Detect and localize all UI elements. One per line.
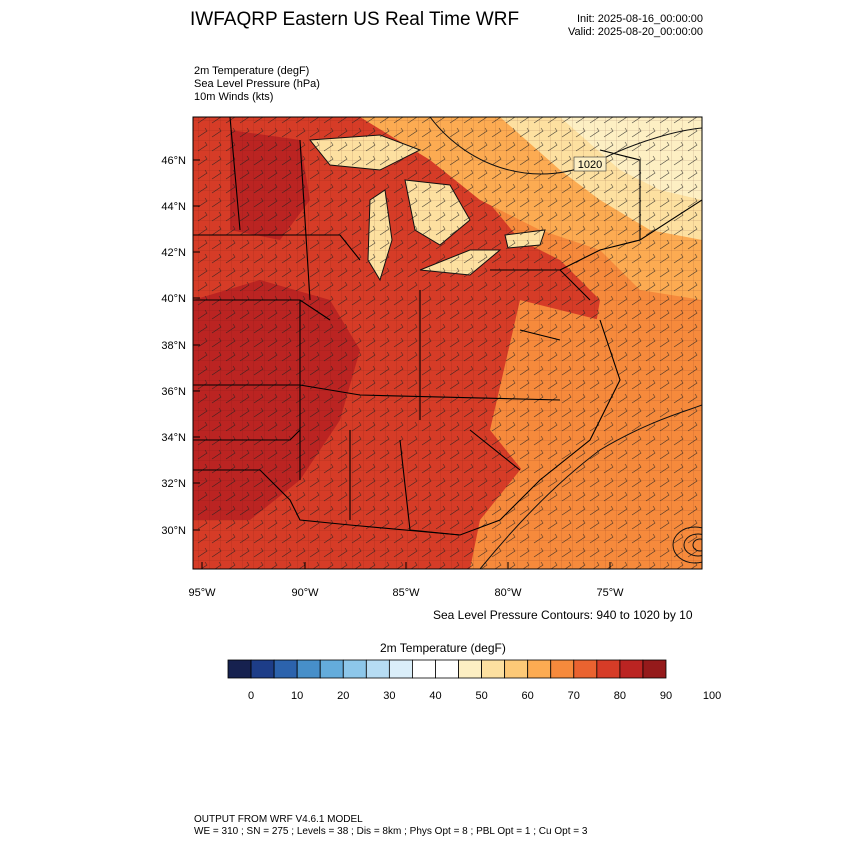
contour-note: Sea Level Pressure Contours: 940 to 1020… [433, 608, 693, 622]
longitude-axis: 95°W 90°W 85°W 80°W 75°W [188, 562, 624, 599]
colorbar-swatch [596, 659, 621, 679]
lat-label: 44°N [161, 201, 186, 213]
colorbar-swatch [365, 659, 390, 679]
colorbar-swatch [527, 659, 552, 679]
field-winds: 10m Winds (kts) [194, 91, 274, 103]
lat-label: 46°N [161, 155, 186, 167]
colorbar-swatch [412, 659, 436, 679]
lon-label: 90°W [291, 587, 319, 599]
map-frame [192, 116, 703, 570]
lon-label: 95°W [188, 587, 216, 599]
field-temperature: 2m Temperature (degF) [194, 65, 310, 77]
colorbar-tick-label: 10 [291, 690, 304, 702]
colorbar-tick-label: 70 [567, 690, 580, 702]
colorbar-tick-label: 90 [659, 690, 673, 702]
lat-label: 36°N [161, 386, 186, 398]
colorbar-swatch [504, 659, 529, 679]
colorbar-tick-label: 30 [383, 690, 396, 702]
lat-label: 42°N [161, 247, 186, 259]
colorbar-swatch [619, 659, 644, 679]
colorbar-tick-label: 50 [475, 690, 488, 702]
colorbar [227, 659, 667, 679]
pressure-contour-label: 1020 [578, 159, 602, 171]
map-panel [193, 117, 702, 569]
state-borders [193, 117, 702, 536]
colorbar-swatch [550, 659, 575, 679]
colorbar-swatch [481, 659, 506, 679]
colorbar-swatch [642, 659, 667, 679]
colorbar-swatch [319, 659, 344, 679]
colorbar-title: 2m Temperature (degF) [380, 641, 506, 655]
init-time: Init: 2025-08-16_00:00:00 [577, 13, 703, 25]
colorbar-tick-label: 20 [337, 690, 350, 702]
colorbar-swatch [250, 659, 275, 679]
colorbar-swatch [388, 659, 413, 679]
colorbar-swatch [342, 659, 367, 679]
lat-label: 32°N [161, 478, 186, 490]
colorbar-swatch [296, 659, 321, 679]
lat-label: 38°N [161, 340, 186, 352]
latitude-axis: 46°N 44°N 42°N 40°N 38°N 36°N 34°N 32°N 30°N [161, 155, 200, 537]
lat-label: 30°N [161, 525, 186, 537]
colorbar-swatch [273, 659, 298, 679]
colorbar-tick-label: 40 [429, 690, 442, 702]
colorbar-swatch [458, 659, 482, 679]
footer-model: OUTPUT FROM WRF V4.6.1 MODEL [194, 814, 363, 825]
footer-config: WE = 310 ; SN = 275 ; Levels = 38 ; Dis … [194, 826, 588, 837]
colorbar-swatch [227, 659, 252, 679]
wind-barbs [193, 117, 702, 569]
colorbar-swatch [435, 659, 459, 679]
colorbar-swatch [573, 659, 598, 679]
colorbar-tick-label: 100 [702, 690, 722, 702]
colorbar-tick-label: 0 [247, 690, 255, 702]
lon-label: 75°W [596, 587, 624, 599]
lon-label: 85°W [392, 587, 420, 599]
lat-label: 34°N [161, 432, 186, 444]
plot-title: IWFAQRP Eastern US Real Time WRF [190, 9, 520, 30]
valid-time: Valid: 2025-08-20_00:00:00 [568, 26, 703, 38]
field-pressure: Sea Level Pressure (hPa) [194, 78, 320, 90]
lat-label: 40°N [161, 293, 186, 305]
lon-label: 80°W [494, 587, 522, 599]
colorbar-tick-label: 60 [521, 690, 534, 702]
colorbar-tick-label: 80 [613, 690, 627, 702]
